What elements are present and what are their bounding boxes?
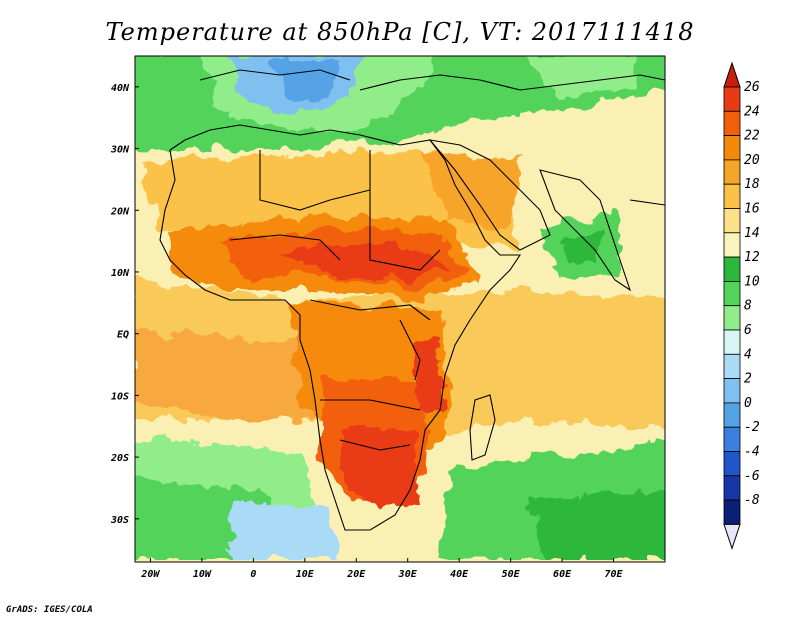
colorbar-swatch	[723, 378, 741, 404]
colorbar-label: -4	[744, 445, 760, 460]
chart-title: Temperature at 850hPa [C], VT: 201711141…	[105, 18, 695, 46]
colorbar-label: 24	[744, 104, 760, 119]
colorbar-swatch	[723, 159, 741, 185]
lat-label: 40N	[111, 83, 130, 94]
lat-label: 30N	[110, 145, 130, 156]
colorbar-label: 6	[744, 323, 752, 338]
colorbar-label: -6	[744, 469, 760, 484]
colorbar-swatch	[723, 256, 741, 282]
colorbar-top-arrow	[723, 61, 741, 88]
lon-label: 0	[250, 569, 256, 580]
colorbar-label: 0	[744, 396, 752, 411]
lon-label: 20E	[346, 569, 366, 580]
lon-label: 10E	[296, 569, 315, 580]
lon-label: 60E	[553, 569, 572, 580]
colorbar-swatch	[723, 110, 741, 137]
lat-label: 10N	[111, 268, 130, 279]
colorbar-label: 4	[744, 347, 752, 362]
lon-label: 10W	[193, 569, 212, 580]
colorbar-swatch	[723, 183, 741, 209]
colorbar-swatch	[723, 353, 741, 379]
colorbar-label: 20	[744, 153, 760, 168]
colorbar-label: 18	[744, 177, 760, 192]
lat-label: 20S	[110, 453, 129, 464]
colorbar-label: 14	[744, 226, 760, 241]
footer-credit: GrADS: IGES/COLA	[6, 605, 93, 615]
latitude-labels: 40N 30N 20N 10N EQ 10S 20S 30S	[110, 83, 139, 526]
plot-frame	[134, 55, 666, 563]
colorbar-swatch	[723, 232, 741, 258]
lat-label: 10S	[111, 391, 129, 402]
colorbar-label: -2	[744, 420, 760, 435]
lat-label: 30S	[110, 515, 129, 526]
colorbar-label: 10	[744, 274, 760, 289]
lon-label: 70E	[605, 569, 624, 580]
colorbar-swatch	[723, 135, 741, 161]
coastlines	[159, 69, 665, 531]
colorbar-label: 22	[744, 129, 760, 144]
colorbar-swatch	[723, 86, 741, 112]
colorbar-swatch	[723, 402, 741, 428]
colorbar-bottom-arrow	[723, 523, 741, 550]
colorbar-swatch	[723, 329, 741, 355]
lon-label: 40E	[450, 569, 469, 580]
colorbar-label: 16	[744, 202, 760, 217]
longitude-labels: 20W 10W 0 10E 20E 30E 40E 50E 60E 70E	[140, 558, 624, 580]
colorbar-swatch	[723, 280, 741, 307]
lon-label: 20W	[140, 569, 160, 580]
colorbar-swatch	[723, 305, 741, 331]
colorbar-label: -8	[744, 493, 760, 508]
colorbar-label: 12	[744, 250, 760, 265]
lon-label: 50E	[502, 569, 521, 580]
lon-label: 30E	[398, 569, 418, 580]
colorbar-swatch	[723, 208, 741, 234]
colorbar-swatch	[723, 451, 741, 477]
lat-label: EQ	[117, 330, 129, 341]
lat-label: 20N	[110, 206, 130, 217]
colorbar-label: 26	[744, 80, 760, 95]
colorbar-swatch	[723, 426, 741, 452]
colorbar-label: 8	[744, 299, 752, 314]
colorbar-swatch	[723, 499, 741, 525]
colorbar-swatch	[723, 475, 741, 501]
colorbar-label: 2	[744, 372, 752, 387]
